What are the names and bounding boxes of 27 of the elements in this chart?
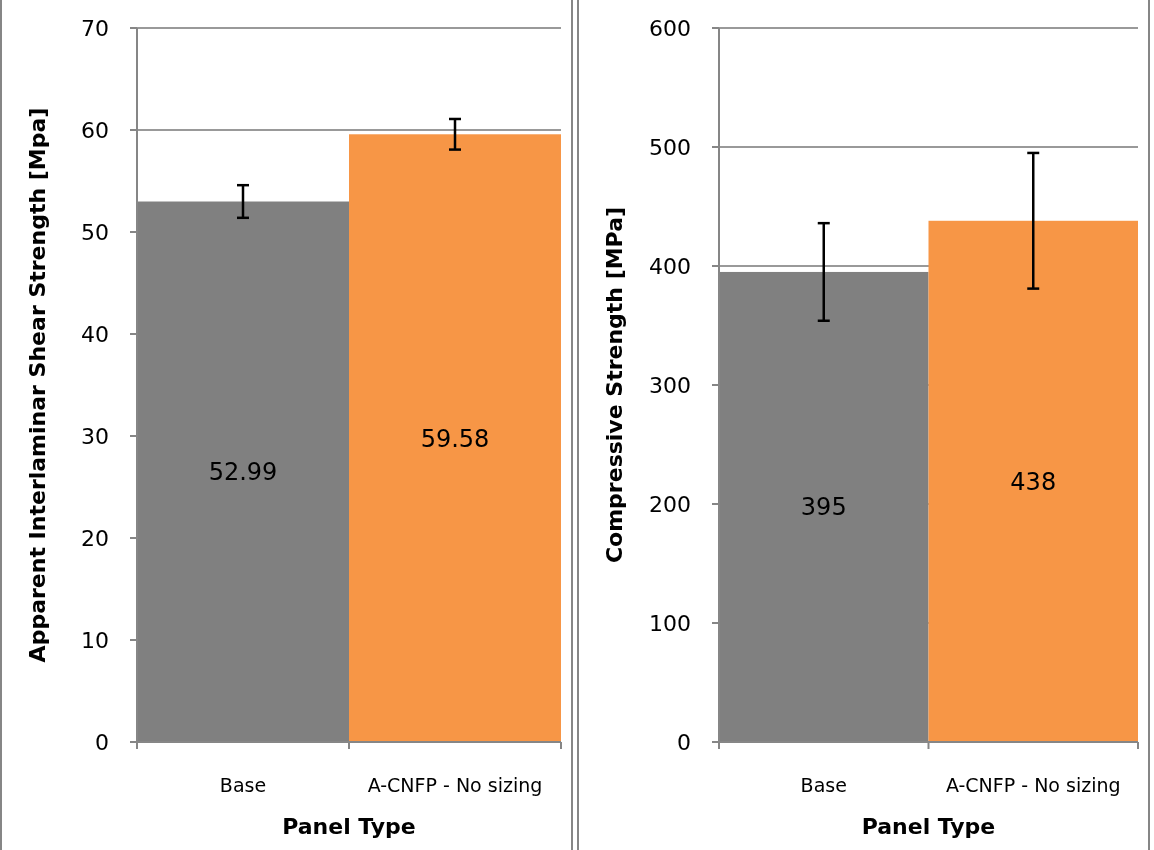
data-label: 395 xyxy=(800,493,847,522)
x-tick-label: Base xyxy=(800,774,847,796)
x-tick-label: A-CNFP - No sizing xyxy=(367,774,543,796)
y-tick-label: 400 xyxy=(649,253,691,279)
y-tick-label: 600 xyxy=(649,15,691,41)
x-tick-label: Base xyxy=(219,774,267,796)
y-tick-label: 0 xyxy=(95,729,109,755)
y-tick-label: 100 xyxy=(649,610,691,636)
y-axis-title: Apparent Interlaminar Shear Strength [Mpa] xyxy=(25,107,50,663)
y-tick-label: 70 xyxy=(81,15,109,41)
x-axis-title: Panel Type xyxy=(282,814,416,839)
y-tick-label: 200 xyxy=(649,491,691,517)
y-tick-label: 60 xyxy=(81,117,109,143)
x-axis-title: Panel Type xyxy=(861,814,996,839)
y-tick-label: 20 xyxy=(81,525,109,551)
y-tick-label: 40 xyxy=(81,321,109,347)
y-tick-label: 50 xyxy=(81,219,109,245)
y-axis-title: Compressive Strength [MPa] xyxy=(602,206,627,564)
data-label: 52.99 xyxy=(208,458,278,487)
y-tick-label: 30 xyxy=(81,423,109,449)
y-tick-label: 10 xyxy=(81,627,109,653)
data-label: 438 xyxy=(1010,467,1057,496)
y-tick-label: 0 xyxy=(677,729,691,755)
data-label: 59.58 xyxy=(420,424,490,453)
y-tick-label: 500 xyxy=(649,134,691,160)
x-tick-label: A-CNFP - No sizing xyxy=(945,774,1121,796)
y-tick-label: 300 xyxy=(649,372,691,398)
